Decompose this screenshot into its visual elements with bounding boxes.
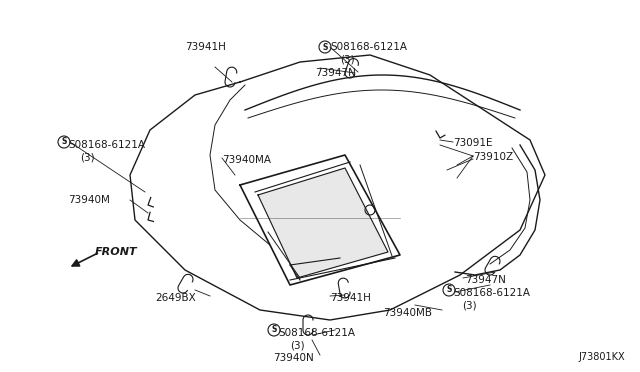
Text: FRONT: FRONT — [95, 247, 138, 257]
Text: 73947N: 73947N — [315, 68, 356, 78]
Text: (3): (3) — [290, 341, 305, 351]
Text: S: S — [271, 326, 276, 334]
Text: S08168-6121A: S08168-6121A — [453, 288, 530, 298]
Text: S08168-6121A: S08168-6121A — [330, 42, 407, 52]
Text: S: S — [323, 42, 328, 51]
Text: (3): (3) — [340, 55, 355, 65]
Text: 73940MA: 73940MA — [222, 155, 271, 165]
Text: S08168-6121A: S08168-6121A — [278, 328, 355, 338]
Text: 73940M: 73940M — [68, 195, 110, 205]
Text: 73910Z: 73910Z — [473, 152, 513, 162]
Text: 73940N: 73940N — [273, 353, 314, 363]
Text: 2649BX: 2649BX — [155, 293, 196, 303]
Text: (3): (3) — [462, 301, 477, 311]
Text: 73941H: 73941H — [330, 293, 371, 303]
Polygon shape — [258, 168, 388, 278]
Text: J73801KX: J73801KX — [579, 352, 625, 362]
Text: 73940MB: 73940MB — [383, 308, 432, 318]
Text: S08168-6121A: S08168-6121A — [68, 140, 145, 150]
Text: 73947N: 73947N — [465, 275, 506, 285]
Text: S: S — [446, 285, 452, 295]
Text: S: S — [61, 138, 67, 147]
Text: 73091E: 73091E — [453, 138, 493, 148]
Text: (3): (3) — [80, 153, 95, 163]
Text: 73941H: 73941H — [185, 42, 226, 52]
